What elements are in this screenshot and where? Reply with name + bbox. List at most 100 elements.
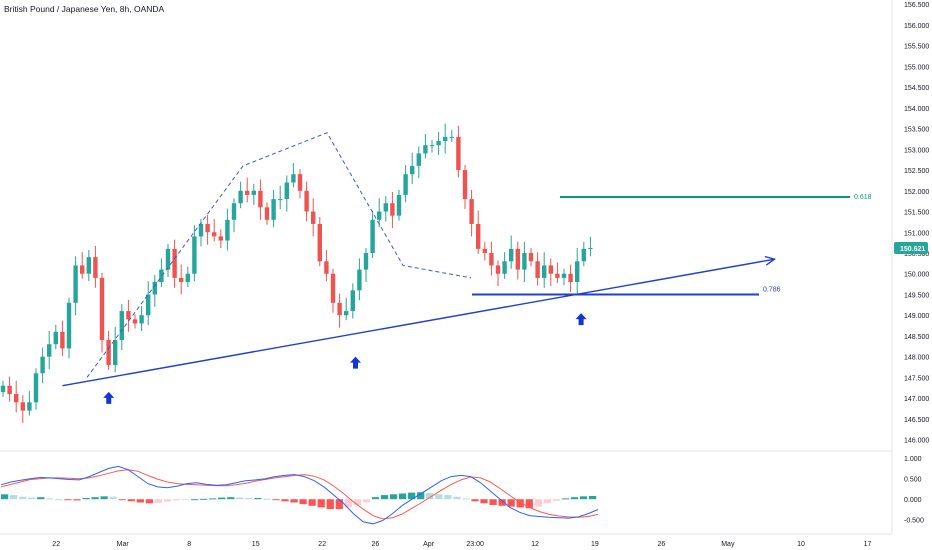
time-tick-label: 12 <box>531 541 539 548</box>
candle <box>14 394 19 403</box>
macd-histogram-bar <box>145 499 153 504</box>
macd-histogram-bar <box>543 499 551 504</box>
candle <box>357 269 362 291</box>
macd-histogram-bar <box>200 498 208 500</box>
chart-panes <box>0 0 893 535</box>
candle <box>0 385 6 392</box>
macd-histogram-bar <box>1 494 9 500</box>
price-tick-label: 148.500 <box>904 334 929 341</box>
candle <box>502 261 507 274</box>
candle <box>278 199 283 201</box>
macd-histogram-bar <box>28 497 36 500</box>
fib-label-0786: 0.786 <box>763 286 781 293</box>
candle <box>86 257 91 274</box>
time-tick-label: 26 <box>372 541 380 548</box>
candle <box>449 136 454 138</box>
candle <box>575 261 580 283</box>
candle <box>561 273 567 278</box>
macd-histogram-bar <box>380 495 389 500</box>
candle <box>436 141 441 146</box>
candle <box>198 223 204 237</box>
time-tick-label: 19 <box>591 541 599 548</box>
macd-histogram-bar <box>181 499 190 501</box>
candle <box>588 247 593 249</box>
candle <box>291 174 296 183</box>
ascending-trendline <box>62 258 775 387</box>
macd-histogram-bar <box>109 496 117 500</box>
price-tick-label: 155.000 <box>904 64 929 71</box>
macd-histogram-bar <box>254 497 262 500</box>
candle <box>126 311 131 320</box>
macd-histogram-bar <box>209 498 217 500</box>
macd-histogram-bar <box>136 499 144 503</box>
candle <box>311 211 316 224</box>
macd-histogram-bar <box>444 495 452 500</box>
macd-histogram-bar <box>317 499 325 508</box>
candle <box>20 402 25 411</box>
candle <box>330 273 336 303</box>
candle <box>528 252 534 262</box>
price-tick-label: 156.000 <box>904 23 929 30</box>
candle <box>363 252 369 270</box>
price-tick-label: 152.500 <box>904 168 929 175</box>
macd-tick-label: 1.000 <box>904 456 922 463</box>
candle <box>165 248 171 270</box>
candle <box>462 170 468 200</box>
candle <box>317 223 322 262</box>
price-tick-label: 149.500 <box>904 292 929 299</box>
macd-histogram-bar <box>154 499 163 503</box>
up-arrow-marker <box>103 391 115 404</box>
macd-histogram-bar <box>498 499 506 506</box>
macd-histogram-bar <box>507 499 515 507</box>
candle <box>555 273 560 278</box>
macd-histogram-bar <box>172 499 181 501</box>
time-tick-label: Apr <box>423 541 435 548</box>
candle <box>337 302 342 316</box>
time-tick-label: 17 <box>864 541 872 548</box>
macd-histogram-bar <box>263 498 271 500</box>
macd-histogram-bar <box>91 497 99 500</box>
candle <box>324 261 329 274</box>
macd-histogram-bar <box>516 499 524 508</box>
dashed-pattern-line <box>86 132 472 378</box>
candle <box>106 340 111 365</box>
candle <box>33 373 39 403</box>
candle <box>264 207 270 220</box>
macd-tick-label: -0.500 <box>904 518 924 525</box>
candle <box>245 190 250 195</box>
candle <box>284 182 289 200</box>
candle <box>251 190 256 195</box>
macd-histogram-bar <box>82 497 90 500</box>
candle <box>192 236 197 274</box>
drawings: 0.786 0.618 <box>62 132 872 404</box>
candle <box>416 153 421 166</box>
time-tick-label: May <box>721 541 735 548</box>
macd-histogram-bar <box>100 496 108 500</box>
candle <box>410 165 415 175</box>
candle <box>456 136 461 171</box>
macd-histogram-bar <box>399 493 407 500</box>
candle <box>476 223 481 249</box>
trendline-arrowhead <box>764 255 777 266</box>
candle <box>258 190 263 208</box>
macd-histogram-bar <box>353 499 362 505</box>
candle <box>383 203 388 212</box>
candle <box>238 190 243 204</box>
candle <box>509 248 514 262</box>
candle <box>443 136 448 142</box>
candle <box>40 356 45 374</box>
candle <box>522 252 527 270</box>
candle <box>429 145 435 147</box>
macd-histogram-bar <box>127 499 135 502</box>
macd-histogram-bar <box>73 499 81 501</box>
candle <box>304 190 309 212</box>
time-tick-label: Mar <box>117 541 130 548</box>
candle <box>205 223 210 233</box>
time-tick-label: 23:00 <box>466 541 484 548</box>
candle <box>27 402 32 411</box>
candle <box>482 248 487 253</box>
macd-histogram-bar <box>552 499 561 501</box>
up-arrow-marker <box>350 356 361 369</box>
price-tick-label: 155.500 <box>904 44 929 51</box>
